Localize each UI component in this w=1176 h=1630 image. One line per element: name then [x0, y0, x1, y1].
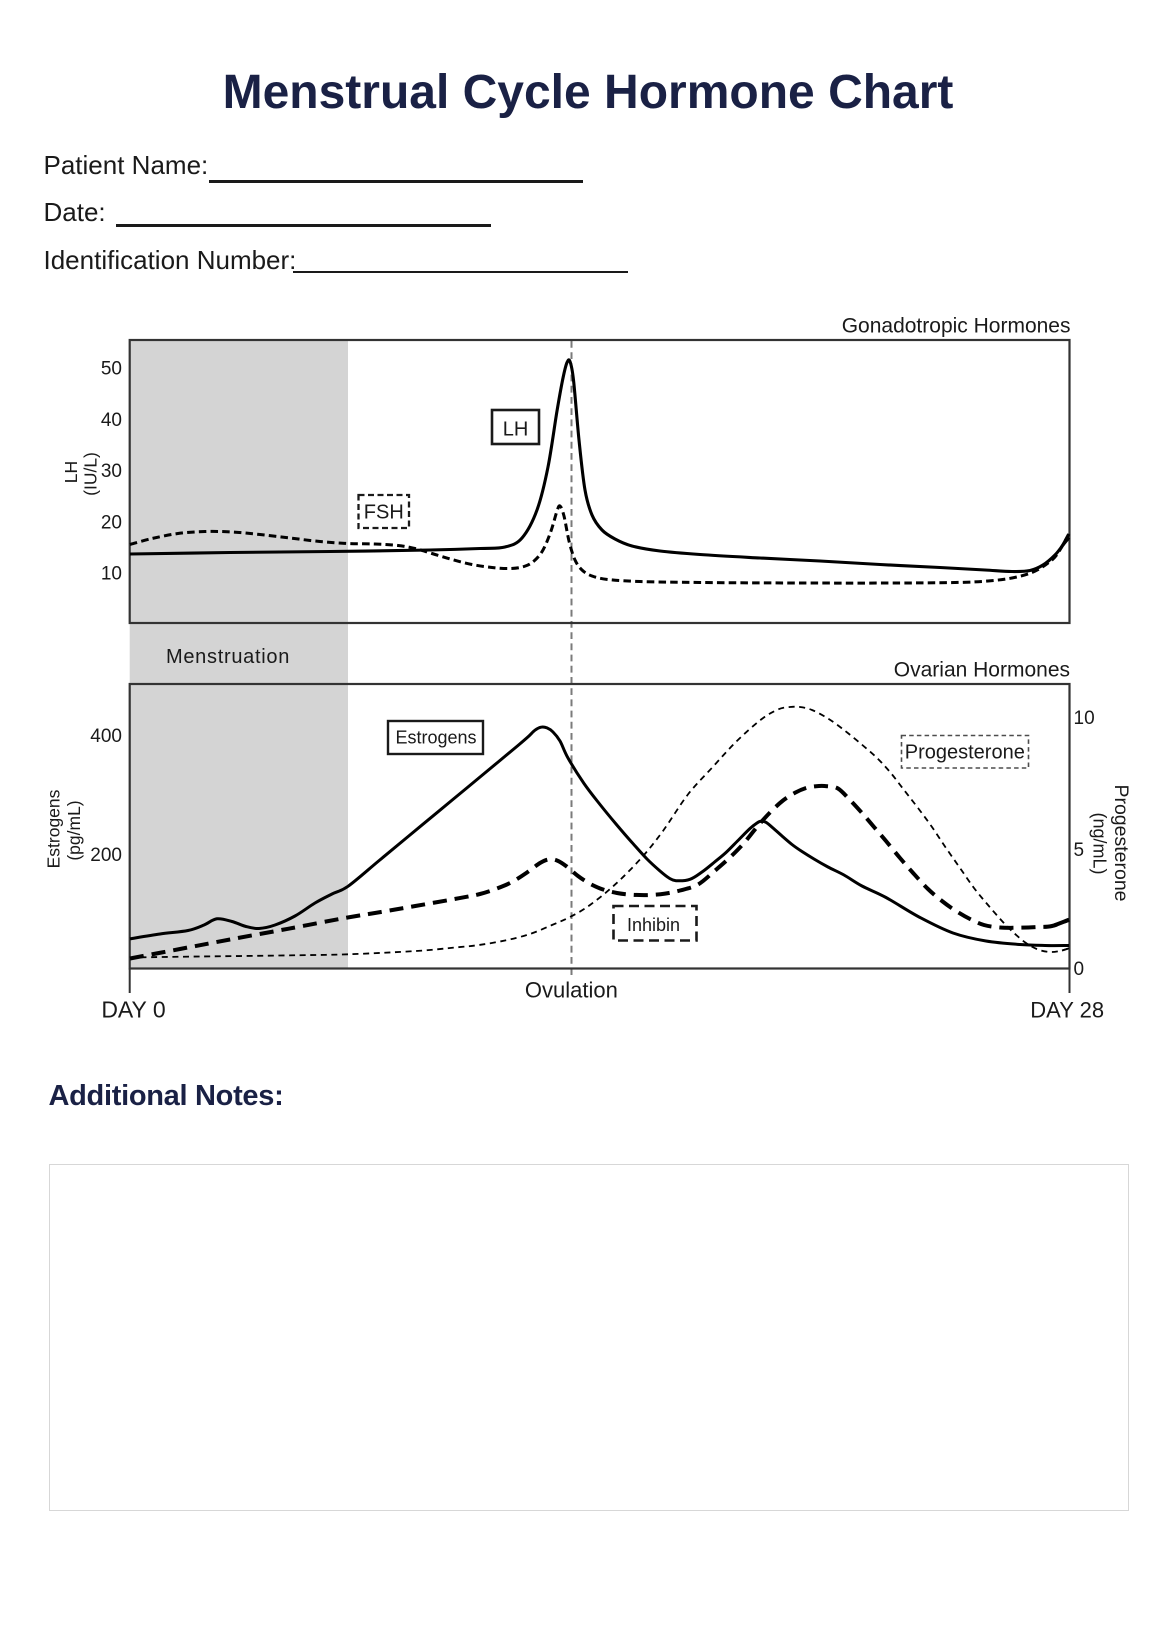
svg-text:Ovulation: Ovulation [525, 977, 618, 1002]
svg-text:400: 400 [90, 726, 122, 747]
svg-text:(pg/mL): (pg/mL) [64, 800, 84, 860]
svg-text:10: 10 [1074, 708, 1095, 729]
svg-text:Gonadotropic Hormones: Gonadotropic Hormones [842, 315, 1071, 338]
svg-text:Estrogens: Estrogens [44, 789, 64, 868]
svg-text:(IU/L): (IU/L) [81, 452, 101, 496]
svg-text:LH: LH [503, 419, 529, 441]
svg-text:10: 10 [101, 564, 122, 585]
svg-text:30: 30 [101, 461, 122, 482]
svg-text:5: 5 [1074, 840, 1085, 861]
svg-text:40: 40 [101, 410, 122, 431]
svg-text:Inhibin: Inhibin [627, 915, 680, 935]
svg-text:200: 200 [90, 845, 122, 866]
svg-text:(ng/mL): (ng/mL) [1090, 812, 1110, 874]
svg-text:DAY 28: DAY 28 [1030, 998, 1104, 1023]
svg-text:FSH: FSH [364, 502, 404, 524]
svg-text:LH: LH [61, 461, 81, 483]
svg-text:0: 0 [1074, 959, 1085, 980]
svg-text:Progesterone: Progesterone [905, 741, 1025, 763]
svg-text:50: 50 [101, 358, 122, 379]
svg-text:Estrogens: Estrogens [395, 727, 476, 747]
svg-text:DAY 0: DAY 0 [101, 997, 165, 1023]
svg-text:20: 20 [101, 512, 122, 533]
svg-text:Ovarian Hormones: Ovarian Hormones [894, 659, 1070, 682]
svg-text:Menstruation: Menstruation [166, 646, 290, 668]
svg-text:Progesterone: Progesterone [1110, 784, 1132, 901]
